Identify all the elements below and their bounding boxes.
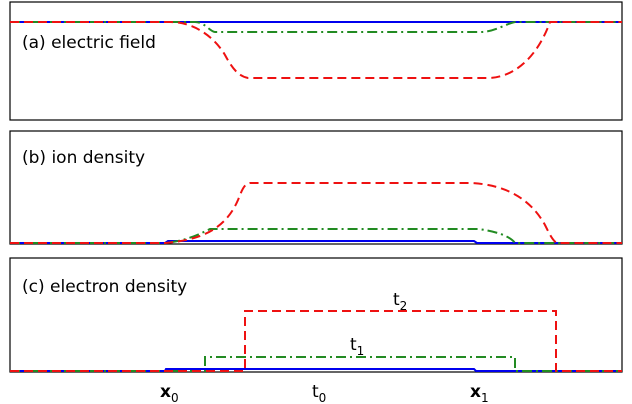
curve-label-t2: t2 <box>393 290 407 313</box>
panel-ion-density-label: (b) ion density <box>22 148 145 168</box>
panel-electron-density: (c) electron density t2 t1 <box>9 257 623 373</box>
axis-label-x1: x1 <box>470 382 489 404</box>
panel-electron-density-frame <box>9 257 623 373</box>
panel-ion-density: (b) ion density <box>9 130 623 245</box>
axis-label-x0: x0 <box>160 382 179 404</box>
panel-electric-field: (a) electric field <box>9 1 623 121</box>
electric-field-curve-t2 <box>10 21 622 79</box>
electric-field-curve-t1 <box>10 21 622 33</box>
panel-electron-density-label: (c) electron density <box>22 277 187 297</box>
ion-density-curve-t1 <box>10 228 622 244</box>
panel-electric-field-label: (a) electric field <box>22 33 156 53</box>
curve-label-t1: t1 <box>350 335 364 358</box>
electron-density-curve-t2 <box>10 310 622 372</box>
axis-labels: x0 t0 x1 <box>160 382 489 404</box>
ion-density-curve-t2 <box>10 182 622 244</box>
axis-label-t0: t0 <box>312 382 326 404</box>
panel-ion-density-frame <box>9 130 623 245</box>
panel-electric-field-frame <box>9 1 623 121</box>
